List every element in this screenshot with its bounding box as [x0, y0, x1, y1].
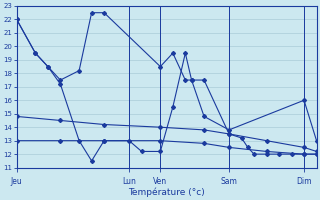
- X-axis label: Température (°c): Température (°c): [128, 187, 205, 197]
